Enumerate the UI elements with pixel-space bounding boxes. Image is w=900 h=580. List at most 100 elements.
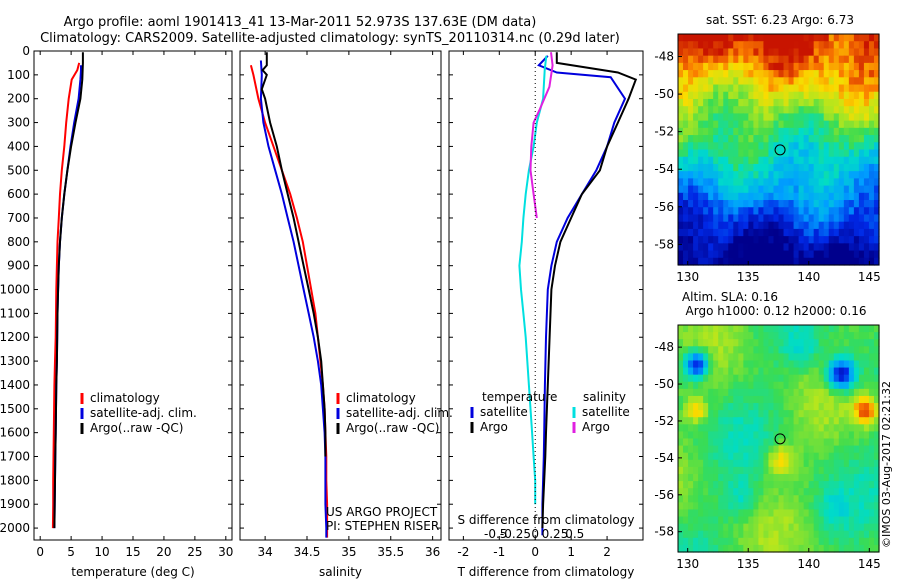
map-y-tick-label: -52 [654, 414, 674, 428]
heatmap-cell [848, 192, 855, 201]
map-title: Altim. SLA: 0.16 [682, 290, 778, 304]
heatmap-cell [778, 34, 785, 42]
heatmap-cell [818, 120, 825, 129]
heatmap-cell [743, 55, 749, 64]
heatmap-cell [743, 214, 749, 223]
heatmap-cell [828, 91, 835, 100]
heatmap-cell [733, 516, 739, 525]
heatmap-cell [803, 127, 810, 136]
heatmap-cell [858, 163, 865, 172]
heatmap-cell [798, 516, 805, 525]
heatmap-cell [688, 106, 694, 115]
heatmap-cell [843, 149, 850, 158]
heatmap-cell [718, 424, 724, 432]
heatmap-cell [778, 459, 785, 468]
heatmap-cell [843, 192, 850, 201]
heatmap-cell [793, 537, 800, 546]
heatmap-cell [823, 516, 830, 525]
heatmap-cell [793, 221, 800, 230]
heatmap-cell [833, 424, 840, 432]
heatmap-cell [733, 459, 739, 468]
heatmap-cell [683, 62, 689, 71]
heatmap-cell [838, 243, 845, 252]
heatmap-cell [738, 113, 744, 122]
heatmap-cell [868, 495, 875, 503]
heatmap-cell [848, 120, 855, 129]
heatmap-cell [723, 516, 729, 525]
heatmap-cell [828, 445, 835, 454]
heatmap-cell [803, 530, 810, 539]
heatmap-cell [798, 466, 805, 475]
heatmap-cell [758, 424, 765, 432]
heatmap-cell [808, 70, 815, 78]
heatmap-cell [773, 62, 780, 71]
heatmap-cell [863, 221, 870, 230]
heatmap-cell [848, 228, 855, 237]
heatmap-cell [743, 325, 749, 333]
heatmap-cell [788, 214, 795, 223]
heatmap-cell [843, 332, 850, 340]
heatmap-cell [833, 178, 840, 187]
heatmap-cell [858, 523, 865, 532]
heatmap-cell [718, 325, 724, 333]
heatmap-cell [813, 403, 820, 411]
heatmap-cell [748, 473, 754, 482]
heatmap-cell [718, 84, 724, 93]
heatmap-cell [723, 77, 729, 86]
heatmap-cell [788, 48, 795, 57]
heatmap-cell [823, 236, 830, 244]
heatmap-cell [703, 98, 709, 107]
heatmap-cell [773, 98, 780, 107]
heatmap-cell [678, 91, 684, 100]
heatmap-cell [753, 325, 760, 333]
heatmap-cell [828, 509, 835, 518]
heatmap-cell [698, 339, 704, 347]
heatmap-cell [683, 459, 689, 468]
heatmap-cell [813, 221, 820, 230]
heatmap-cell [793, 84, 800, 93]
map-x-tick-label: 135 [737, 557, 760, 571]
heatmap-cell [808, 523, 815, 532]
heatmap-cell [768, 228, 775, 237]
heatmap-cell [698, 403, 704, 411]
heatmap-cell [838, 410, 845, 418]
heatmap-cell [693, 70, 699, 78]
heatmap-cell [793, 228, 800, 237]
heatmap-cell [708, 403, 714, 411]
heatmap-cell [753, 502, 760, 511]
heatmap-cell [838, 48, 845, 57]
heatmap-cell [693, 207, 699, 216]
heatmap-cell [708, 250, 714, 259]
heatmap-cell [708, 207, 714, 216]
heatmap-cell [738, 192, 744, 201]
heatmap-cell [773, 403, 780, 411]
legend-heading: salinity [583, 390, 626, 404]
heatmap-cell [778, 135, 785, 143]
heatmap-cell [698, 178, 704, 187]
heatmap-cell [773, 530, 780, 539]
heatmap-cell [678, 156, 684, 165]
heatmap-cell [728, 417, 734, 425]
heatmap-cell [758, 537, 765, 546]
heatmap-cell [768, 178, 775, 187]
heatmap-cell [808, 325, 815, 333]
heatmap-cell [768, 250, 775, 259]
heatmap-cell [748, 459, 754, 468]
heatmap-cell [788, 339, 795, 347]
heatmap-cell [753, 221, 760, 230]
copyright-stamp: ©IMOS 03-Aug-2017 02:21:32 [880, 381, 893, 548]
heatmap-cell [683, 243, 689, 252]
heatmap-cell [718, 452, 724, 461]
heatmap-cell [738, 149, 744, 158]
x-tick-label: 20 [156, 545, 171, 559]
heatmap-cell [843, 438, 850, 447]
heatmap-cell [683, 417, 689, 425]
heatmap-cell [838, 228, 845, 237]
heatmap-cell [778, 257, 785, 266]
heatmap-cell [863, 113, 870, 122]
heatmap-cell [848, 62, 855, 71]
heatmap-cell [693, 495, 699, 503]
heatmap-cell [688, 236, 694, 244]
heatmap-cell [803, 431, 810, 440]
heatmap-cell [758, 156, 765, 165]
